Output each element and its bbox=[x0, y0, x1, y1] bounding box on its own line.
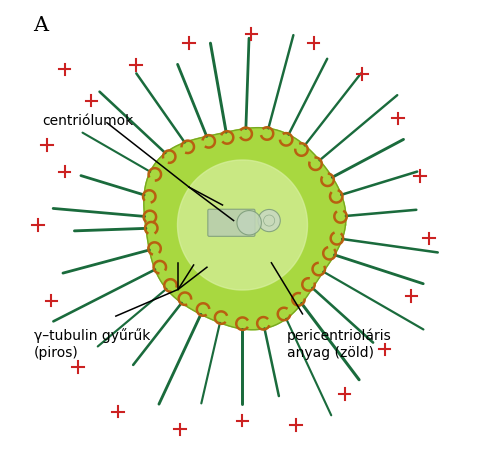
Text: A: A bbox=[33, 16, 48, 35]
Text: pericentrioláris
anyag (zöld): pericentrioláris anyag (zöld) bbox=[287, 328, 391, 360]
FancyBboxPatch shape bbox=[208, 209, 255, 236]
Circle shape bbox=[257, 209, 280, 232]
Polygon shape bbox=[144, 128, 345, 330]
Text: centriólumok: centriólumok bbox=[43, 113, 134, 127]
Text: γ–tubulin gyűrűk
(piros): γ–tubulin gyűrűk (piros) bbox=[33, 328, 150, 360]
Circle shape bbox=[237, 211, 261, 235]
Polygon shape bbox=[177, 160, 307, 290]
